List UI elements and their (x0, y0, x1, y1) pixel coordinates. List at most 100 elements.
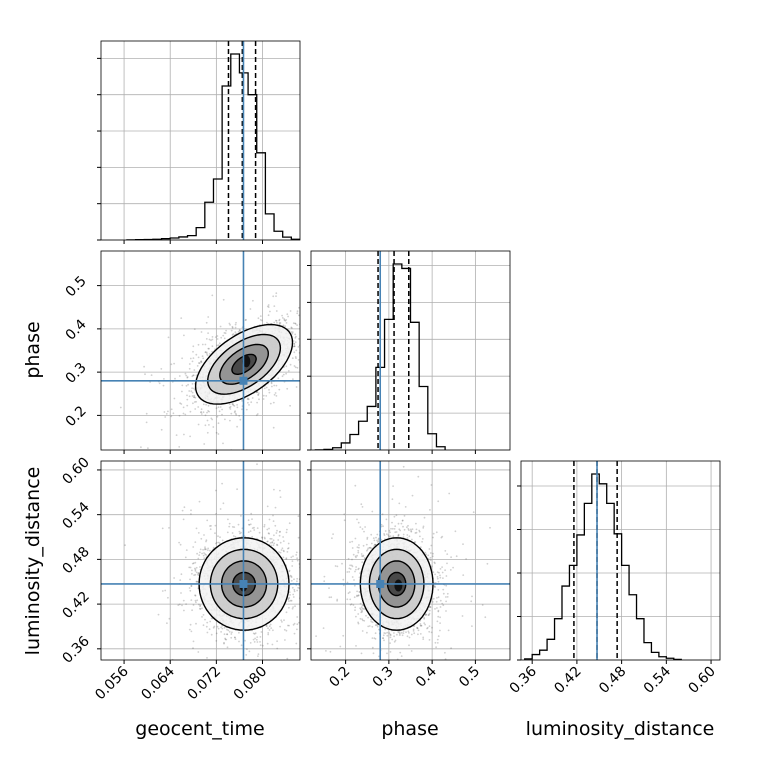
scatter-point (273, 393, 276, 396)
scatter-point (180, 403, 183, 405)
scatter-point (162, 384, 165, 387)
scatter-point (304, 333, 306, 335)
scatter-point (296, 324, 298, 326)
scatter-point (301, 317, 303, 319)
scatter-point (168, 617, 171, 620)
scatter-point (251, 535, 254, 538)
scatter-point (194, 541, 197, 543)
scatter-point (193, 574, 196, 576)
scatter-point (231, 334, 234, 336)
scatter-point (266, 540, 269, 543)
scatter-point (304, 331, 306, 333)
scatter-point (158, 382, 161, 385)
scatter-point (221, 413, 223, 416)
scatter-point (192, 374, 195, 377)
scatter-point (288, 522, 291, 525)
scatter-point (284, 319, 287, 322)
scatter-point (206, 519, 209, 522)
scatter-point (252, 632, 255, 635)
scatter-point (200, 360, 202, 363)
scatter-point (247, 397, 249, 400)
scatter-point (245, 318, 247, 321)
scatter-point (259, 644, 262, 647)
scatter-point (186, 376, 189, 379)
scatter-point (202, 411, 205, 414)
scatter-point (248, 524, 251, 526)
scatter-point (315, 528, 317, 530)
scatter-point (236, 406, 239, 409)
scatter-point (275, 395, 278, 397)
scatter-point (179, 579, 182, 581)
scatter-point (293, 345, 296, 348)
scatter-point (234, 535, 237, 538)
scatter-point (266, 540, 269, 543)
scatter-point (297, 586, 300, 589)
scatter-point (197, 572, 200, 575)
scatter-point (283, 319, 286, 321)
scatter-point (188, 628, 191, 631)
scatter-point (266, 321, 268, 324)
scatter-point (261, 319, 263, 322)
scatter-point (296, 366, 299, 369)
scatter-point (325, 601, 327, 603)
scatter-point (224, 637, 227, 640)
scatter-point (197, 651, 200, 653)
scatter-point (119, 406, 122, 409)
scatter-point (286, 528, 288, 531)
scatter-point (238, 631, 240, 634)
scatter-point (221, 539, 224, 542)
scatter-point (178, 375, 181, 377)
scatter-point (263, 525, 266, 528)
scatter-point (288, 596, 291, 599)
scatter-point (197, 423, 200, 426)
scatter-point (192, 640, 195, 643)
scatter-point (291, 607, 294, 610)
scatter-point (229, 408, 232, 410)
scatter-point (190, 585, 193, 588)
scatter-point (182, 599, 185, 602)
scatter-point (287, 547, 289, 550)
scatter-point (264, 537, 266, 540)
scatter-point (206, 419, 209, 422)
scatter-point (226, 633, 228, 636)
scatter-point (200, 537, 203, 540)
scatter-point (220, 336, 223, 339)
scatter-point (202, 614, 205, 616)
scatter-point (161, 527, 164, 530)
scatter-point (291, 331, 294, 333)
scatter-point (338, 512, 340, 514)
scatter-point (298, 314, 300, 317)
scatter-point (269, 623, 272, 626)
scatter-point (226, 633, 229, 636)
scatter-point (221, 408, 224, 411)
scatter-point (202, 357, 205, 360)
scatter-point (223, 633, 226, 636)
scatter-point (265, 386, 268, 389)
scatter-point (225, 638, 228, 641)
scatter-point (232, 535, 235, 537)
axes-frame (520, 460, 721, 661)
scatter-point (290, 575, 293, 577)
scatter-point (187, 383, 190, 386)
scatter-point (272, 629, 274, 632)
axes-frame (100, 250, 301, 451)
scatter-point (304, 601, 306, 603)
scatter-point (287, 315, 289, 318)
scatter-point (210, 633, 213, 636)
scatter-point (287, 547, 290, 549)
scatter-point (278, 551, 280, 553)
scatter-point (296, 577, 299, 580)
axes-frame (310, 250, 511, 451)
scatter-point (294, 333, 297, 336)
scatter-point (226, 628, 228, 631)
scatter-point (270, 382, 273, 385)
scatter-point (184, 413, 187, 416)
scatter-point (276, 321, 278, 324)
scatter-point (193, 387, 195, 390)
scatter-point (295, 357, 297, 360)
axes-frame (100, 460, 301, 661)
scatter-point (231, 326, 234, 329)
scatter-point (256, 391, 259, 394)
scatter-point (196, 580, 198, 583)
scatter-point (252, 299, 254, 302)
